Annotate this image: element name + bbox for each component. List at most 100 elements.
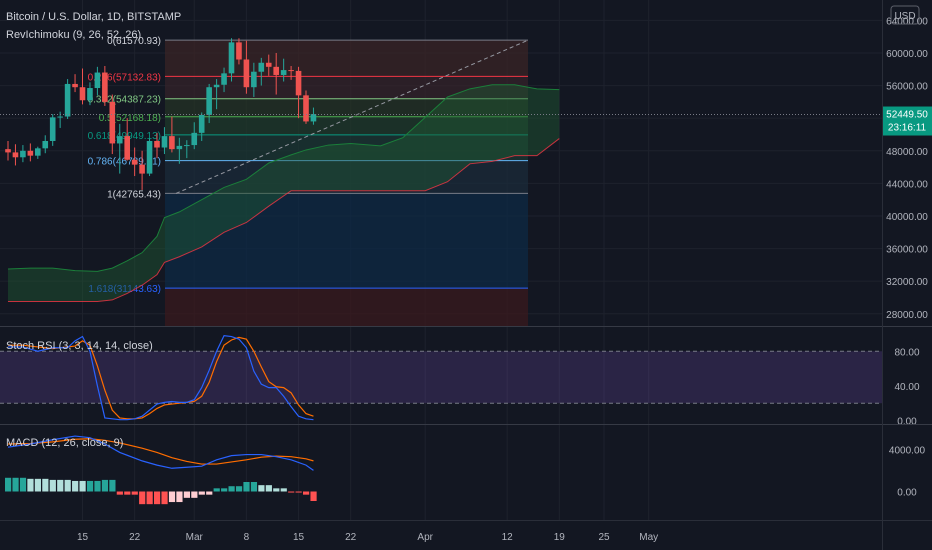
stoch-d-line [8, 336, 314, 420]
candle [191, 122, 198, 150]
candle [303, 90, 309, 124]
macd-title: MACD (12, 26, close, 9) [6, 437, 123, 449]
rsi-tick-label: 40.00 [894, 382, 919, 393]
time-tick-label: Mar [186, 532, 204, 543]
candle-body [303, 95, 309, 122]
time-tick-label: 19 [554, 532, 566, 543]
candle-body [265, 62, 272, 67]
ichimoku-cloud [7, 84, 560, 303]
candle-body [79, 87, 86, 101]
candle [265, 54, 272, 76]
macd-histogram-bar [235, 486, 243, 492]
candle-body [27, 150, 34, 156]
candle-body [154, 140, 160, 148]
currency-label: USD [894, 11, 915, 22]
macd-histogram-bar [154, 491, 161, 505]
price-tick-label: 48000.00 [886, 147, 928, 158]
fib-level-label: 0.618(49949.13) [88, 131, 161, 142]
candle [94, 66, 101, 96]
candle-body [258, 62, 265, 72]
macd-pane[interactable] [5, 435, 317, 505]
fib-retracement[interactable]: 0(61570.93) 0.236(57132.83) 0.382(54387.23… [88, 36, 528, 326]
rsi-band [0, 351, 882, 404]
macd-histogram-bar [265, 485, 272, 492]
candle-body [280, 70, 287, 75]
candle [5, 140, 11, 161]
candle-body [310, 114, 317, 122]
macd-histogram-bar [12, 477, 19, 492]
candle-body [288, 70, 294, 72]
fib-zone [165, 193, 528, 289]
lead-b-line [8, 138, 560, 303]
fib-level-label: 0.5(52168.18) [99, 113, 161, 124]
candle-body [169, 136, 175, 150]
macd-histogram-bar [206, 491, 213, 495]
time-tick-label: 15 [293, 532, 305, 543]
macd-histogram-bar [213, 488, 220, 492]
candle-body [243, 59, 250, 88]
candle [206, 83, 212, 124]
time-tick-label: 22 [129, 532, 141, 543]
time-tick-label: 8 [244, 532, 250, 543]
candle [72, 74, 78, 93]
stoch-k-line [8, 335, 314, 421]
candle-body [139, 164, 145, 174]
price-tick-label: 32000.00 [886, 277, 928, 288]
fib-zone [165, 288, 528, 326]
trend-line[interactable] [175, 39, 529, 194]
fib-level-label: 0.236(57132.83) [88, 72, 161, 83]
candle [124, 118, 130, 161]
fib-zone [165, 116, 528, 135]
candle-body [57, 116, 63, 118]
rsi-tick-label: 0.00 [897, 417, 917, 428]
time-tick-label: Apr [417, 532, 433, 543]
candle-body [176, 145, 183, 150]
fib-level-label: 0.382(54387.23) [88, 95, 161, 106]
candle-body [5, 149, 11, 153]
candle-body [35, 148, 41, 156]
candle-body [191, 132, 198, 146]
macd-line [7, 435, 314, 471]
time-tick-label: 15 [77, 532, 89, 543]
fib-zone [165, 98, 528, 117]
fib-zone [165, 40, 528, 77]
macd-histogram-bar [191, 491, 198, 498]
candle [49, 114, 56, 146]
candle-body [251, 71, 257, 88]
macd-histogram-bar [57, 479, 64, 492]
candle-body [124, 136, 130, 160]
macd-histogram-bar [273, 488, 280, 492]
macd-histogram-bar [161, 491, 168, 505]
candle-body [94, 72, 101, 89]
macd-histogram-bar [5, 477, 12, 492]
macd-histogram-bar [250, 482, 258, 492]
candle [310, 107, 317, 125]
price-tick-label: 64000.00 [886, 16, 928, 27]
candle [139, 150, 145, 190]
currency-button[interactable]: USD [890, 5, 920, 25]
macd-histogram-bar [64, 479, 71, 492]
macd-histogram-bar [280, 488, 287, 492]
axes: 15 22 Mar 8 15 22 Apr 12 19 25 May 64000.00 60000.00… [77, 16, 928, 543]
candlesticks [5, 38, 317, 190]
macd-histogram-bar [42, 478, 49, 492]
macd-histogram-bar [94, 480, 101, 492]
cloud-fill [8, 84, 560, 302]
candle [273, 52, 279, 95]
rsi-tick-label: 80.00 [894, 347, 919, 358]
candle [251, 62, 257, 97]
candle [146, 138, 153, 177]
candle-body [12, 152, 19, 158]
candle-body [72, 83, 78, 88]
fib-level-label: 1(42765.43) [107, 189, 161, 200]
stoch-rsi-pane[interactable] [0, 335, 882, 421]
symbol-title: Bitcoin / U.S. Dollar, 1D, BITSTAMP [6, 11, 181, 23]
time-tick-label: 12 [502, 532, 514, 543]
macd-histogram-bar [228, 486, 235, 492]
candle [184, 140, 190, 159]
rsi-title: Stoch RSI (3, 3, 14, 14, close) [6, 340, 153, 352]
candle [213, 79, 220, 110]
candle [35, 146, 41, 159]
candle-body [221, 73, 227, 85]
